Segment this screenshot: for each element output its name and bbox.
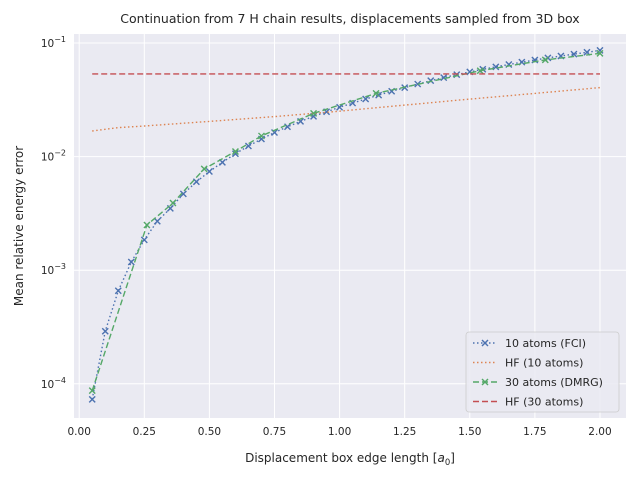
x-tick-label: 1.50 <box>458 426 481 438</box>
x-tick-label: 1.75 <box>523 426 546 438</box>
data-point-marker <box>88 395 96 403</box>
y-tick-label: 10−3 <box>41 262 66 277</box>
y-tick-label: 10−2 <box>41 149 66 164</box>
y-tick-base: 10 <box>41 152 54 164</box>
legend-box <box>465 331 620 413</box>
x-tick-label: 0.50 <box>198 426 221 438</box>
data-point-marker <box>596 49 604 57</box>
data-point-marker <box>153 217 161 225</box>
legend-label: 10 atoms (FCI) <box>505 337 586 350</box>
y-tick-exponent: −1 <box>54 35 66 44</box>
legend-label: 30 atoms (DMRG) <box>505 376 603 389</box>
data-point-marker <box>440 74 448 82</box>
data-point-marker <box>169 199 177 207</box>
data-point-marker <box>200 165 208 173</box>
data-point-marker <box>127 258 135 266</box>
data-point-marker <box>427 77 435 85</box>
legend-marker <box>481 339 489 347</box>
y-tick-exponent: −3 <box>54 262 66 271</box>
x-axis-label-close: ] <box>450 451 455 465</box>
legend-label: HF (30 atoms) <box>505 396 583 409</box>
y-tick-exponent: −4 <box>54 376 66 385</box>
data-point-marker <box>101 327 109 335</box>
series-line <box>91 49 601 400</box>
data-point-marker <box>310 109 318 117</box>
data-point-marker <box>143 221 151 229</box>
chart-title: Continuation from 7 H chain results, dis… <box>120 11 579 26</box>
x-tick-label: 0.75 <box>263 426 286 438</box>
data-point-marker <box>476 67 484 75</box>
x-tick-label: 0.25 <box>133 426 156 438</box>
data-point-marker <box>541 56 549 64</box>
data-point-marker <box>231 147 239 155</box>
tick-labels: 0.00 0.25 0.50 0.75 1.00 1.25 1.50 1.75 2.0010−4… <box>41 35 612 438</box>
series-2 <box>88 49 604 395</box>
data-point-marker <box>140 236 148 244</box>
x-axis-label-unit: a <box>437 451 444 465</box>
legend-label: HF (10 atoms) <box>505 357 583 370</box>
data-point-marker <box>310 112 318 120</box>
x-tick-label: 1.25 <box>393 426 416 438</box>
y-tick-label: 10−1 <box>41 35 66 50</box>
data-point-marker <box>88 387 96 395</box>
data-point-marker <box>362 95 370 103</box>
series-1 <box>92 86 601 132</box>
series-layer <box>88 46 604 403</box>
data-point-marker <box>179 190 187 198</box>
x-axis-label: Displacement box edge length [a0] <box>245 451 455 468</box>
data-point-marker <box>257 132 265 140</box>
data-point-marker <box>192 178 200 186</box>
data-point-marker <box>114 287 122 295</box>
y-tick-label: 10−4 <box>41 376 66 391</box>
x-axis-label-unit-sub: 0 <box>445 458 450 468</box>
data-point-marker <box>372 89 380 97</box>
legend-marker <box>481 378 489 386</box>
y-tick-base: 10 <box>41 38 54 50</box>
data-point-marker <box>244 142 252 150</box>
series-0 <box>88 46 604 403</box>
y-tick-exponent: −2 <box>54 149 66 158</box>
series-line <box>92 86 601 132</box>
y-tick-base: 10 <box>41 265 54 277</box>
x-tick-label: 2.00 <box>588 426 611 438</box>
y-tick-base: 10 <box>41 379 54 391</box>
legend: 10 atoms (FCI) HF (10 atoms) 30 atoms (DMR… <box>465 331 620 413</box>
y-axis-label: Mean relative energy error <box>12 146 26 306</box>
data-point-marker <box>205 167 213 175</box>
data-point-marker <box>336 103 344 111</box>
data-point-marker <box>414 80 422 88</box>
x-tick-label: 1.00 <box>328 426 351 438</box>
x-tick-label: 0.00 <box>68 426 91 438</box>
x-axis-label-text: Displacement box edge length [ <box>245 451 437 465</box>
